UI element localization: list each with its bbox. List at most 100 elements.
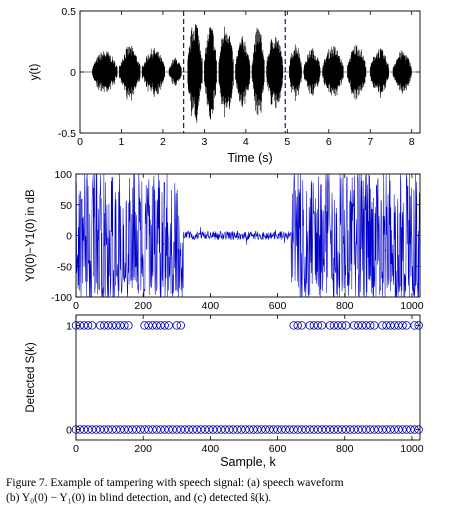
c-point-one-216 [144, 321, 153, 330]
c-point-zero-288 [168, 425, 177, 434]
b-xtick-label-2: 400 [202, 300, 220, 312]
c-point-zero-24 [79, 425, 89, 434]
c-point-zero-432 [216, 425, 226, 434]
c-point-zero-384 [200, 425, 210, 434]
c-point-zero-804 [341, 425, 351, 434]
c-point-one-984 [402, 321, 411, 330]
c-point-zero-72 [95, 425, 105, 434]
c-point-zero-744 [321, 425, 331, 434]
c-point-one-864 [362, 321, 371, 330]
c-point-zero-780 [333, 425, 343, 434]
c-point-zero-612 [277, 425, 286, 434]
b-ytick-label-2: 0 [66, 231, 72, 243]
c-point-one-936 [386, 321, 395, 330]
c-point-one-972 [398, 321, 407, 330]
c-ytick-label-1: 1 [66, 320, 72, 332]
c-point-zero-516 [245, 425, 254, 434]
c-point-one-828 [349, 321, 359, 330]
c-point-zero-504 [241, 425, 250, 434]
a-xtick-label-7: 7 [367, 136, 373, 148]
c-point-one-264 [160, 321, 169, 330]
c-point-one-672 [297, 321, 306, 330]
c-point-zero-240 [152, 425, 161, 434]
c-point-one-108 [108, 321, 117, 330]
a-xtick-label-5: 5 [284, 136, 290, 148]
panel-b: 0 200 400 600 800 1000 -100 -50 0 50 100 Y0(0)−Y1(0… [25, 169, 424, 312]
c-point-zero-708 [309, 425, 319, 434]
c-point-one-876 [366, 321, 375, 330]
b-difference-series [75, 173, 421, 298]
c-point-one-696 [305, 321, 315, 330]
c-point-zero-888 [370, 425, 379, 434]
c-xtick-label-2: 400 [202, 443, 220, 455]
b-ytick-label-0: -100 [51, 292, 72, 304]
c-point-zero-792 [337, 425, 347, 434]
c-point-zero-924 [382, 425, 391, 434]
caption-line-1: Figure 7. Example of tampering with spee… [6, 477, 344, 489]
a-waveform-series [80, 23, 416, 123]
a-xtick-label-1: 1 [119, 136, 125, 148]
b-axes-frame [75, 173, 421, 298]
a-axes-frame [79, 10, 421, 134]
c-point-one-36 [83, 321, 93, 330]
c-point-one-72 [95, 321, 105, 330]
c-point-zero-120 [112, 425, 121, 434]
a-xtick-label-2: 2 [160, 136, 166, 148]
c-point-zero-180 [132, 425, 141, 434]
c-point-zero-456 [224, 425, 234, 434]
c-point-zero-912 [378, 425, 387, 434]
c-point-zero-216 [144, 425, 153, 434]
c-point-zero-960 [394, 425, 403, 434]
c-point-zero-60 [91, 425, 101, 434]
c-point-one-852 [358, 321, 367, 330]
c-point-one-756 [325, 321, 335, 330]
c-point-one-132 [116, 321, 125, 330]
c-point-one-84 [100, 321, 109, 330]
c-point-zero-264 [160, 425, 169, 434]
c-point-zero-252 [156, 425, 165, 434]
c-point-one-840 [353, 321, 363, 330]
c-point-zero-168 [128, 425, 137, 434]
c-point-zero-468 [229, 425, 238, 434]
c-point-one-732 [317, 321, 327, 330]
c-point-zero-132 [116, 425, 125, 434]
c-point-one-96 [104, 321, 113, 330]
c-xtick-label-5: 1000 [400, 443, 424, 455]
b-xtick-label-1: 200 [134, 300, 152, 312]
c-point-one-252 [156, 321, 165, 330]
b-xtick-label-5: 1000 [400, 300, 424, 312]
c-point-zero-144 [120, 425, 129, 434]
a-xlabel: Time (s) [227, 151, 272, 165]
a-ytick-label-1: 0 [70, 67, 76, 79]
c-point-one-48 [87, 321, 97, 330]
a-ytick-label-2: 0.5 [61, 6, 76, 18]
c-point-one-888 [370, 321, 379, 330]
c-point-zero-204 [140, 425, 149, 434]
b-ylabel: Y0(0)−Y1(0) in dB [25, 189, 37, 282]
c-point-zero-420 [212, 425, 222, 434]
c-point-zero-768 [329, 425, 339, 434]
c-point-zero-480 [233, 425, 242, 434]
c-point-zero-552 [257, 425, 266, 434]
c-point-zero-396 [204, 425, 214, 434]
c-point-one-120 [112, 321, 121, 330]
c-point-zero-756 [325, 425, 335, 434]
c-point-zero-732 [317, 425, 327, 434]
c-point-zero-600 [273, 425, 282, 434]
c-point-one-300 [172, 321, 181, 330]
a-ylabel: y(t) [29, 64, 41, 81]
b-ytick-label-4: 100 [54, 169, 72, 181]
a-xtick-label-3: 3 [201, 136, 207, 148]
c-point-zero-492 [237, 425, 246, 434]
c-point-one-240 [152, 321, 161, 330]
c-point-one-780 [333, 321, 343, 330]
c-point-zero-696 [305, 425, 315, 434]
c-point-one-912 [378, 321, 387, 330]
c-point-zero-876 [366, 425, 375, 434]
c-point-zero-720 [313, 425, 323, 434]
c-point-one-276 [164, 321, 173, 330]
c-xtick-label-3: 600 [269, 443, 287, 455]
c-point-zero-324 [180, 425, 190, 434]
